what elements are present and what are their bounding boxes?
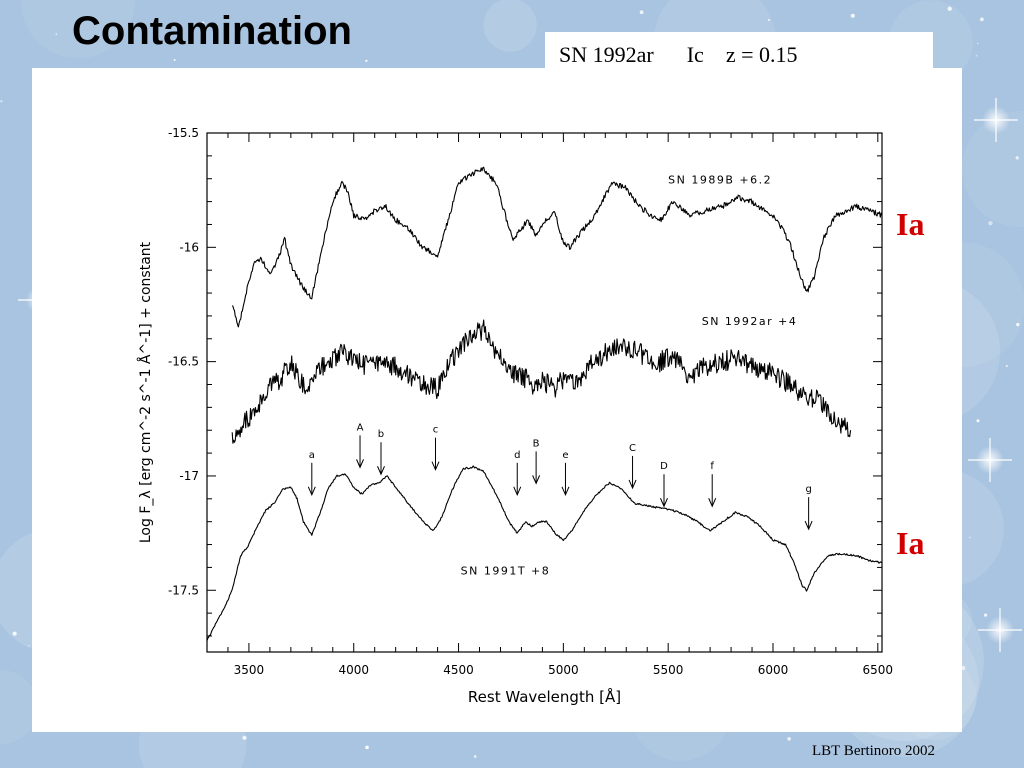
spectrum-chart: 3500 4000 4500 5000 5500 6000 6500 -15.5 -16 -16.… [137, 126, 894, 706]
nebula-cloud [0, 669, 38, 745]
y-tick-label: -16 [179, 240, 199, 254]
x-tick-label: 4500 [443, 663, 474, 677]
feature-label: d [514, 450, 520, 461]
feature-arrow-head [377, 466, 385, 476]
star [988, 220, 993, 226]
spectrum-line-1 [231, 166, 883, 328]
star [173, 58, 176, 62]
star [961, 665, 966, 671]
star [365, 59, 368, 62]
spectrum-plot-panel: 3500 4000 4500 5000 5500 6000 6500 -15.5 -16 -16.… [32, 68, 962, 732]
feature-label: g [805, 484, 811, 495]
feature-arrow-head [804, 520, 813, 531]
star [975, 54, 978, 57]
x-tick-label: 5000 [548, 663, 579, 677]
series-label-1: SN 1989B +6.2 [668, 173, 772, 186]
slide-title: Contamination [72, 9, 352, 53]
feature-arrow-head [431, 461, 440, 471]
type-label-top: Ia [896, 206, 925, 242]
feature-label: D [660, 461, 668, 472]
feature-label: e [562, 450, 568, 461]
type-label-bottom: Ia [896, 525, 925, 561]
star [242, 735, 247, 740]
feature-arrow-head [532, 475, 541, 485]
star [850, 13, 855, 18]
star [55, 33, 58, 35]
spectrum-line-3 [206, 465, 883, 641]
feature-label: B [533, 438, 540, 449]
feature-arrow-head [708, 498, 717, 508]
y-tick-label: -15.5 [168, 126, 199, 140]
star [1016, 322, 1020, 327]
feature-label: f [710, 461, 714, 472]
feature-label: A [357, 422, 364, 433]
nebula-cloud [962, 111, 1024, 227]
star [12, 631, 17, 636]
feature-arrow-head [628, 479, 637, 490]
star [976, 419, 980, 423]
star [473, 755, 477, 758]
nebula-cloud [20, 0, 135, 59]
y-tick-label: -17.5 [168, 583, 199, 597]
star [28, 644, 30, 647]
series-label-2: SN 1992ar +4 [702, 315, 798, 328]
y-tick-label: -17 [179, 469, 199, 483]
star [980, 17, 984, 22]
star [947, 6, 952, 11]
sn-type: Ic [686, 42, 704, 67]
star [983, 613, 988, 617]
x-tick-label: 3500 [234, 663, 265, 677]
star [201, 21, 205, 25]
star [157, 39, 160, 43]
feature-arrow-head [307, 486, 316, 497]
star [1015, 156, 1019, 160]
feature-arrow-head [660, 498, 668, 508]
star [826, 747, 828, 750]
star [787, 737, 791, 741]
star [969, 536, 971, 539]
feature-arrow-head [356, 459, 364, 469]
feature-arrow-head [513, 486, 522, 497]
footer-credit: LBT Bertinoro 2002 [812, 743, 936, 759]
sn-redshift: z = 0.15 [725, 42, 798, 67]
feature-label: a [309, 450, 315, 461]
y-axis-label: Log F_λ [erg cm^-2 s^-1 Å^-1] + constant [137, 241, 154, 543]
spectrum-line-2 [231, 319, 852, 444]
star [639, 10, 644, 15]
x-tick-label: 4000 [338, 663, 369, 677]
x-tick-label: 6500 [863, 663, 894, 677]
x-tick-label: 5500 [653, 663, 684, 677]
feature-arrow-head [561, 486, 570, 497]
star [127, 39, 130, 41]
star [0, 99, 3, 103]
series-label-3: SN 1991T +8 [461, 564, 551, 577]
feature-label: C [629, 443, 636, 454]
star [365, 745, 369, 750]
star [767, 18, 770, 22]
star [976, 42, 979, 45]
star [1005, 365, 1008, 368]
x-tick-label: 6000 [758, 663, 789, 677]
plot-frame [206, 132, 883, 653]
feature-label: c [433, 425, 439, 436]
x-axis-label: Rest Wavelength [Å] [468, 687, 621, 706]
feature-label: b [378, 429, 384, 440]
y-tick-label: -16.5 [168, 355, 199, 369]
nebula-cloud [483, 0, 537, 52]
sn-name: SN 1992ar [559, 42, 654, 67]
